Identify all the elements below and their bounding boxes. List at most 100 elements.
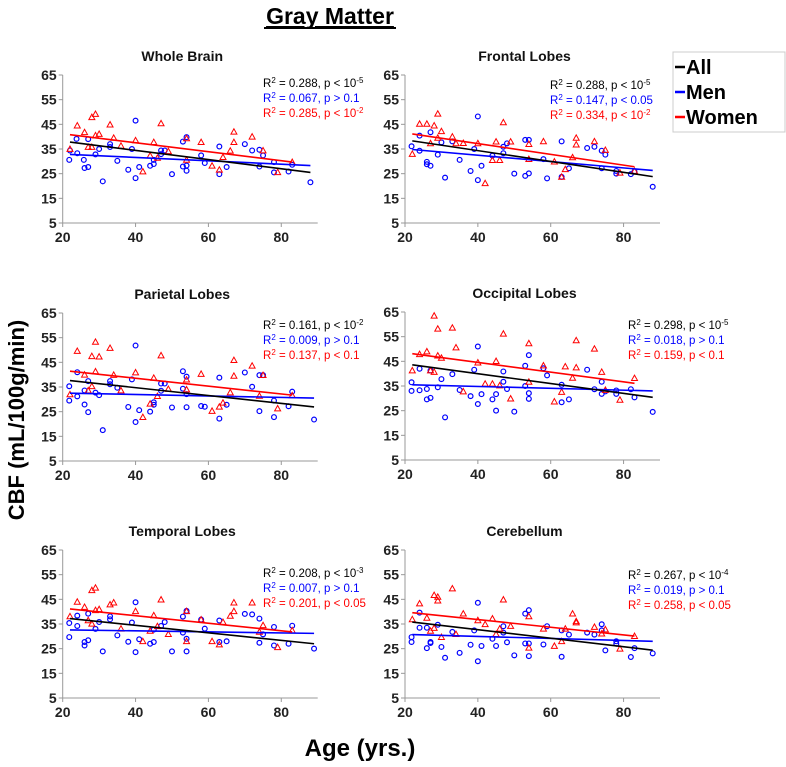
men-point xyxy=(493,642,500,649)
women-point xyxy=(106,120,114,128)
men-point xyxy=(500,150,507,157)
x-tick-label: 80 xyxy=(273,704,289,720)
women-point xyxy=(568,373,577,381)
men-point xyxy=(66,156,73,163)
fit-line-men xyxy=(412,383,653,392)
men-point xyxy=(456,649,463,656)
men-point xyxy=(125,638,132,645)
women-point xyxy=(557,387,566,395)
women-point xyxy=(616,395,624,403)
y-tick-label: 35 xyxy=(41,616,57,632)
stat-p-exponent: -5 xyxy=(356,76,364,85)
women-point xyxy=(197,369,205,377)
men-point xyxy=(66,397,73,404)
men-point xyxy=(511,652,518,659)
men-point xyxy=(136,636,143,643)
stat-r-sup: 2 xyxy=(636,568,641,577)
men-point xyxy=(311,416,318,423)
stat-men: R2 = 0.067, p > 0.1 xyxy=(263,91,360,105)
women-point xyxy=(415,119,424,127)
men-point xyxy=(558,653,565,660)
women-point xyxy=(109,598,118,606)
men-point xyxy=(201,403,208,410)
y-tick-label: 65 xyxy=(383,304,399,320)
y-tick-label: 45 xyxy=(41,591,57,607)
men-point xyxy=(80,156,87,163)
stat-all: R2 = 0.208, p < 10-3 xyxy=(263,566,364,580)
stat-r-sup: 2 xyxy=(636,598,641,607)
y-tick-label: 25 xyxy=(41,641,57,657)
women-point xyxy=(557,172,566,180)
women-point xyxy=(208,161,216,169)
women-point xyxy=(80,370,89,378)
stat-r-sup: 2 xyxy=(271,581,276,590)
fit-line-women xyxy=(69,370,293,396)
men-point xyxy=(107,616,114,623)
x-tick-label: 40 xyxy=(470,229,486,245)
women-point xyxy=(87,352,96,360)
men-point xyxy=(85,637,92,644)
women-point xyxy=(415,599,424,607)
stat-r: R xyxy=(263,583,271,595)
men-point xyxy=(241,610,248,617)
men-point xyxy=(504,140,511,147)
men-point xyxy=(179,368,186,375)
women-point xyxy=(153,392,162,400)
men-point xyxy=(81,642,88,649)
y-tick-label: 55 xyxy=(41,567,57,583)
stat-r-sup: 2 xyxy=(558,93,563,102)
men-point xyxy=(540,641,547,648)
men-point xyxy=(522,610,529,617)
women-point xyxy=(164,147,173,155)
stat-men: R2 = 0.147, p < 0.05 xyxy=(550,93,653,107)
women-point xyxy=(525,643,533,651)
men-point xyxy=(132,175,139,182)
women-point xyxy=(182,134,191,142)
men-point xyxy=(434,151,441,158)
panel-title: Frontal Lobes xyxy=(478,48,571,64)
fit-line-all xyxy=(69,141,311,174)
women-point xyxy=(506,394,515,402)
men-point xyxy=(522,640,529,647)
y-tick-label: 35 xyxy=(383,616,399,632)
men-point xyxy=(442,414,449,421)
stat-r: R xyxy=(263,108,271,120)
men-point xyxy=(565,631,572,638)
women-point xyxy=(138,637,147,645)
women-point xyxy=(433,109,442,117)
women-point xyxy=(495,381,504,389)
x-tick-label: 40 xyxy=(128,229,144,245)
stat-p-exponent: -5 xyxy=(721,318,729,327)
men-point xyxy=(471,627,478,634)
men-point xyxy=(489,396,496,403)
women-point xyxy=(430,121,438,129)
stat-r-sup: 2 xyxy=(271,596,276,605)
stat-men: R2 = 0.019, p > 0.1 xyxy=(628,583,725,597)
stat-r-sup: 2 xyxy=(271,91,276,100)
legend-label-men: Men xyxy=(686,82,726,104)
women-point xyxy=(525,339,533,347)
panel-title: Cerebellum xyxy=(486,523,562,539)
women-point xyxy=(153,622,162,630)
women-point xyxy=(572,618,581,626)
men-point xyxy=(85,610,92,617)
stat-women: R2 = 0.258, p < 0.05 xyxy=(628,598,731,612)
x-tick-label: 80 xyxy=(273,467,289,483)
men-point xyxy=(132,599,139,606)
men-point xyxy=(471,366,478,373)
women-point xyxy=(182,637,191,645)
women-point xyxy=(226,146,235,154)
fit-line-men xyxy=(412,148,653,172)
y-tick-label: 5 xyxy=(49,690,57,706)
men-point xyxy=(107,378,114,385)
men-point xyxy=(598,147,605,154)
y-tick-label: 65 xyxy=(383,542,399,558)
y-tick-label: 65 xyxy=(383,67,399,83)
stat-value: = 0.208, p < 10 xyxy=(276,568,357,580)
men-point xyxy=(256,408,263,415)
stat-value: = 0.258, p < 0.05 xyxy=(641,600,731,612)
stat-all: R2 = 0.288, p < 10-5 xyxy=(263,76,364,90)
stat-value: = 0.019, p > 0.1 xyxy=(641,585,725,597)
women-point xyxy=(87,619,96,627)
